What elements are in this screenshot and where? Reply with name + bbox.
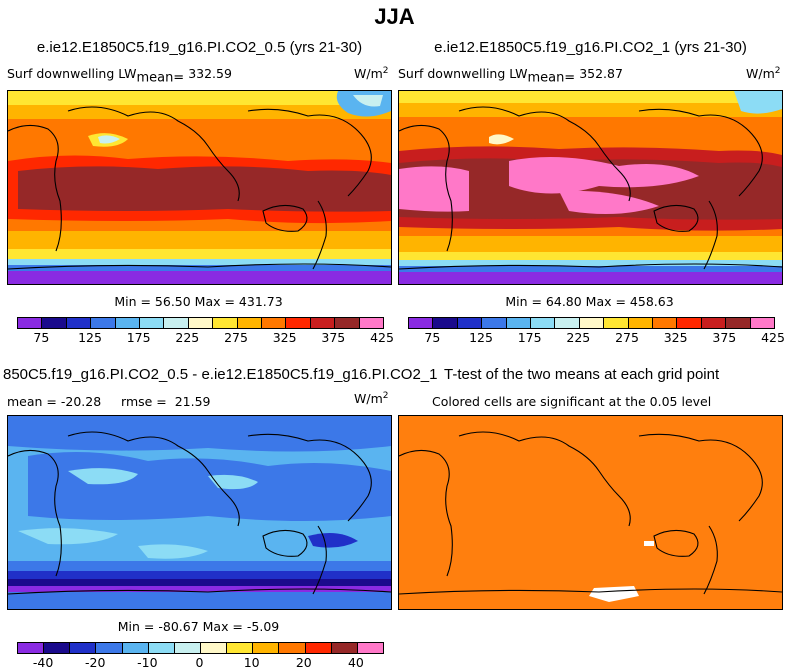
panel1-map bbox=[7, 90, 392, 285]
colorbar-tick-label: 125 bbox=[78, 330, 102, 345]
colorbar-segment bbox=[702, 318, 726, 328]
colorbar-segment bbox=[482, 318, 506, 328]
colorbar-tick-label: 75 bbox=[424, 330, 440, 345]
colorbar-segment bbox=[149, 643, 175, 653]
colorbar-segment bbox=[253, 643, 279, 653]
panel3-colorbar-ticks: -40 -20 -10 0 10 20 40 bbox=[17, 655, 382, 671]
panel3-units: W/m2 bbox=[354, 391, 388, 406]
panel2-minmax: Min = 64.80 Max = 458.63 bbox=[398, 294, 781, 309]
colorbar-tick-label: 375 bbox=[712, 330, 736, 345]
colorbar-segment bbox=[332, 643, 358, 653]
colorbar-segment bbox=[201, 643, 227, 653]
colorbar-segment bbox=[67, 318, 91, 328]
panel4-subtitle: Colored cells are significant at the 0.0… bbox=[432, 394, 711, 409]
colorbar-segment bbox=[123, 643, 149, 653]
colorbar-segment bbox=[279, 643, 305, 653]
colorbar-segment bbox=[458, 318, 482, 328]
colorbar-segment bbox=[18, 643, 44, 653]
colorbar-tick-label: 125 bbox=[469, 330, 493, 345]
colorbar-segment bbox=[677, 318, 701, 328]
colorbar-tick-label: 175 bbox=[127, 330, 151, 345]
colorbar-tick-label: 0 bbox=[196, 655, 204, 670]
colorbar-segment bbox=[189, 318, 213, 328]
colorbar-segment bbox=[409, 318, 433, 328]
panel4-map bbox=[398, 415, 783, 610]
panel1-colorbar-ticks: 75 125 175 225 275 325 375 425 bbox=[17, 330, 382, 346]
panel1-title: e.ie12.E1850C5.f19_g16.PI.CO2_0.5 (yrs 2… bbox=[7, 39, 392, 56]
panel4-title: T-test of the two means at each grid poi… bbox=[444, 366, 719, 383]
panel2-colorbar-ticks: 75 125 175 225 275 325 375 425 bbox=[408, 330, 773, 346]
panel3-minmax: Min = -80.67 Max = -5.09 bbox=[7, 619, 390, 634]
colorbar-segment bbox=[360, 318, 383, 328]
panel2-units: W/m2 bbox=[746, 66, 780, 81]
panel2-mean-value: 352.87 bbox=[579, 66, 623, 81]
colorbar-segment bbox=[116, 318, 140, 328]
panel3-title: 850C5.f19_g16.PI.CO2_0.5 - e.ie12.E1850C… bbox=[3, 366, 437, 383]
colorbar-tick-label: -20 bbox=[85, 655, 105, 670]
colorbar-tick-label: -40 bbox=[33, 655, 53, 670]
colorbar-tick-label: 10 bbox=[244, 655, 260, 670]
panel1-mean-value: 332.59 bbox=[188, 66, 232, 81]
colorbar-tick-label: 375 bbox=[321, 330, 345, 345]
colorbar-segment bbox=[358, 643, 383, 653]
colorbar-tick-label: 225 bbox=[175, 330, 199, 345]
colorbar-segment bbox=[44, 643, 70, 653]
panel2-map bbox=[398, 90, 783, 285]
colorbar-tick-label: 325 bbox=[273, 330, 297, 345]
colorbar-segment bbox=[238, 318, 262, 328]
colorbar-segment bbox=[70, 643, 96, 653]
colorbar-tick-label: 275 bbox=[615, 330, 639, 345]
figure-title: JJA bbox=[0, 4, 789, 30]
colorbar-tick-label: 275 bbox=[224, 330, 248, 345]
colorbar-segment bbox=[311, 318, 335, 328]
panel1-colorbar bbox=[17, 317, 384, 329]
colorbar-tick-label: 75 bbox=[33, 330, 49, 345]
panel1-variable: Surf downwelling LWmean= 332.59 bbox=[7, 66, 232, 86]
panel1-minmax: Min = 56.50 Max = 431.73 bbox=[7, 294, 390, 309]
colorbar-tick-label: 20 bbox=[296, 655, 312, 670]
colorbar-tick-label: -10 bbox=[137, 655, 157, 670]
colorbar-segment bbox=[286, 318, 310, 328]
panel2-title: e.ie12.E1850C5.f19_g16.PI.CO2_1 (yrs 21-… bbox=[398, 39, 783, 56]
colorbar-tick-label: 425 bbox=[761, 330, 785, 345]
colorbar-segment bbox=[175, 643, 201, 653]
colorbar-segment bbox=[433, 318, 457, 328]
panel1-mean-label: mean= bbox=[136, 71, 184, 86]
colorbar-segment bbox=[507, 318, 531, 328]
colorbar-segment bbox=[653, 318, 677, 328]
panel3-stats: mean = -20.28 rmse = 21.59 bbox=[7, 394, 211, 409]
colorbar-segment bbox=[580, 318, 604, 328]
colorbar-segment bbox=[335, 318, 359, 328]
colorbar-segment bbox=[42, 318, 66, 328]
colorbar-segment bbox=[213, 318, 237, 328]
panel1-units: W/m2 bbox=[354, 66, 388, 81]
panel2-mean-label: mean= bbox=[527, 71, 575, 86]
panel1-variable-text: Surf downwelling LW bbox=[7, 66, 136, 81]
colorbar-segment bbox=[18, 318, 42, 328]
colorbar-segment bbox=[726, 318, 750, 328]
colorbar-segment bbox=[164, 318, 188, 328]
colorbar-segment bbox=[629, 318, 653, 328]
colorbar-segment bbox=[140, 318, 164, 328]
colorbar-segment bbox=[91, 318, 115, 328]
panel2-variable-text: Surf downwelling LW bbox=[398, 66, 527, 81]
colorbar-segment bbox=[227, 643, 253, 653]
panel3-map bbox=[7, 415, 392, 610]
colorbar-tick-label: 225 bbox=[566, 330, 590, 345]
colorbar-segment bbox=[96, 643, 122, 653]
colorbar-tick-label: 325 bbox=[664, 330, 688, 345]
panel2-variable: Surf downwelling LWmean= 352.87 bbox=[398, 66, 623, 86]
panel3-colorbar bbox=[17, 642, 384, 654]
colorbar-segment bbox=[751, 318, 774, 328]
colorbar-segment bbox=[262, 318, 286, 328]
colorbar-tick-label: 40 bbox=[348, 655, 364, 670]
colorbar-segment bbox=[604, 318, 628, 328]
colorbar-segment bbox=[531, 318, 555, 328]
colorbar-segment bbox=[306, 643, 332, 653]
colorbar-tick-label: 175 bbox=[518, 330, 542, 345]
colorbar-segment bbox=[555, 318, 579, 328]
colorbar-tick-label: 425 bbox=[370, 330, 394, 345]
panel2-colorbar bbox=[408, 317, 775, 329]
